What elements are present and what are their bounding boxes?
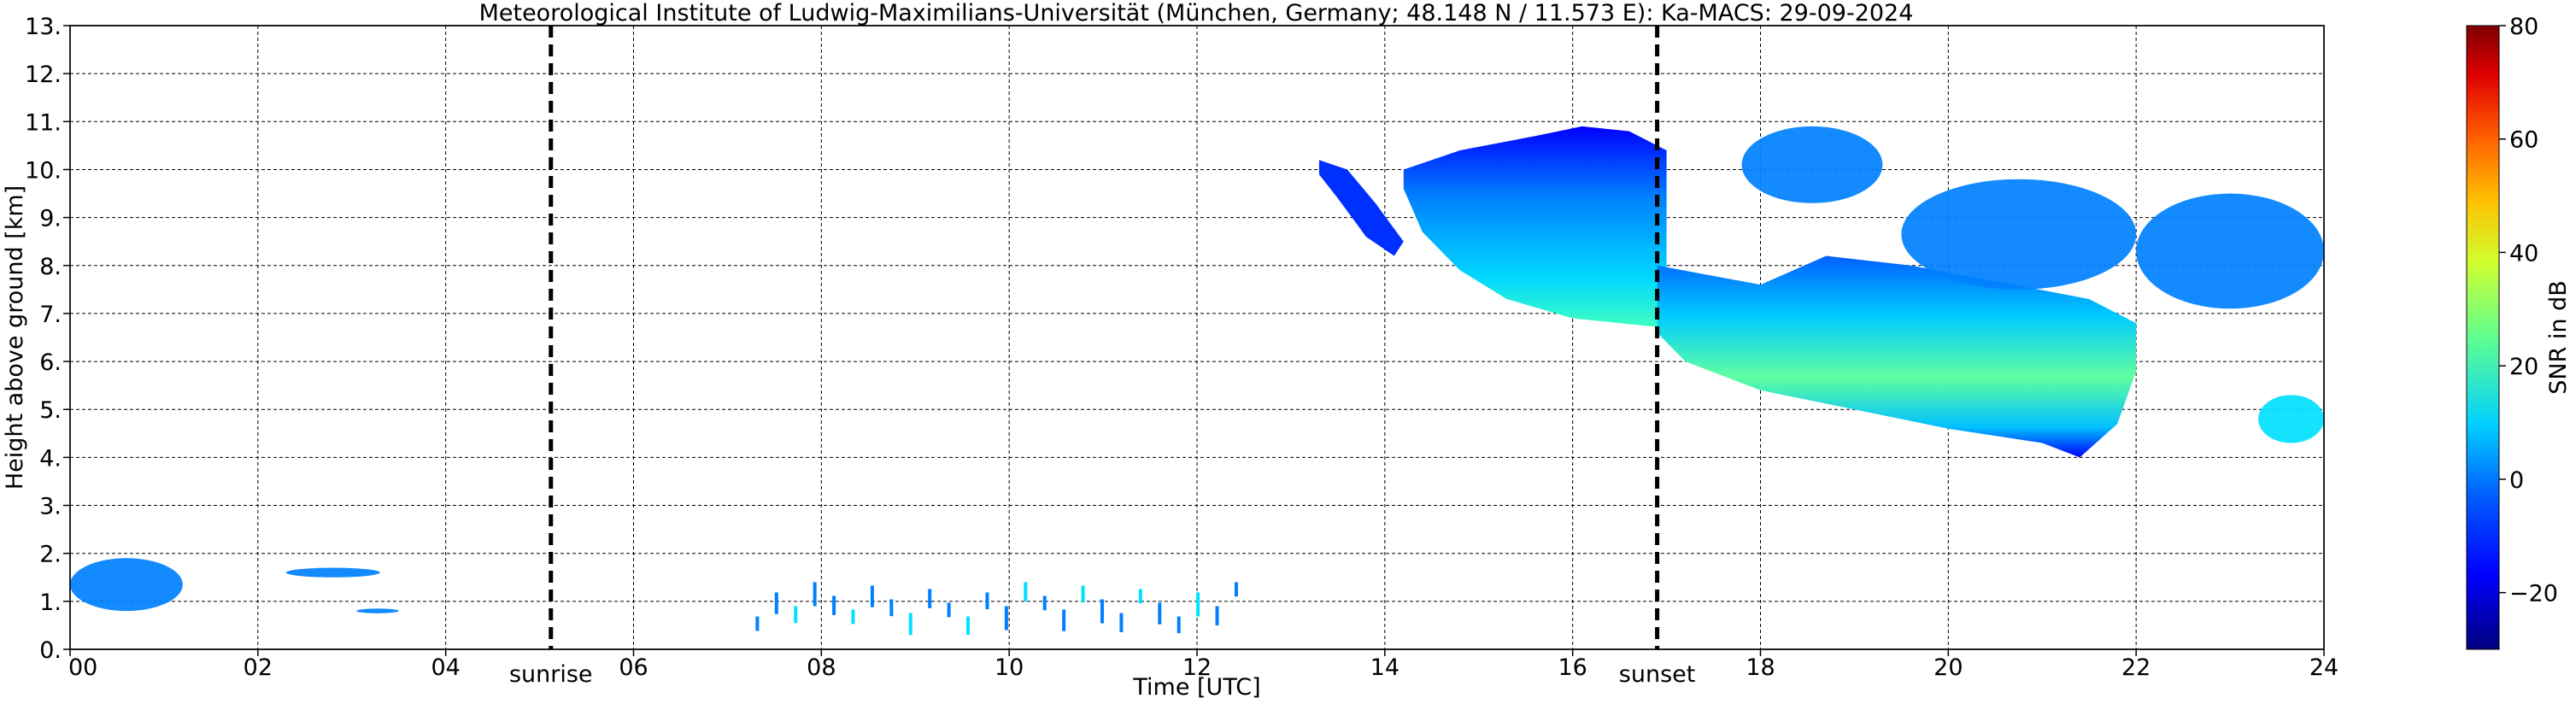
echo-boundary-layer-echoes-fragment <box>1138 589 1142 604</box>
echo-boundary-layer-echoes-fragment <box>794 606 798 624</box>
echo-boundary-layer-echoes-fragment <box>889 599 894 617</box>
colorbar-tick-label: 40 <box>2509 240 2538 267</box>
echo-boundary-layer-echoes-fragment <box>1062 609 1066 631</box>
colorbar: 80 60 40 20 0 −20 SNR in dB <box>2466 14 2572 650</box>
x-tick-label: 08 <box>807 654 836 681</box>
echo-boundary-layer-echoes-fragment <box>813 582 817 607</box>
echo-boundary-layer-echoes-fragment <box>928 589 932 608</box>
y-tick-label: 2. <box>39 542 62 568</box>
y-tick-label: 13. <box>25 14 62 40</box>
x-axis-label: Time [UTC] <box>1132 674 1260 701</box>
echo-boundary-layer-echoes-fragment <box>755 616 760 631</box>
colorbar-tick-label: 0 <box>2509 467 2524 494</box>
echo-boundary-layer-echoes-fragment <box>870 585 874 607</box>
echo-cirrus-13-14 <box>1318 160 1404 256</box>
colorbar-label: SNR in dB <box>2545 280 2572 395</box>
x-tick-label: 12 <box>1182 654 1212 681</box>
echo-boundary-layer-echoes-fragment <box>908 613 912 636</box>
echo-boundary-layer-echoes-fragment <box>1100 599 1105 624</box>
echo-boundary-layer-echoes-fragment <box>966 616 971 636</box>
x-tick-label: 24 <box>2309 654 2338 681</box>
y-tick-label: 12. <box>25 62 62 88</box>
echo-boundary-layer-echoes-fragment <box>1234 582 1238 597</box>
y-tick-label: 7. <box>39 302 62 328</box>
echo-boundary-layer-echoes-fragment <box>1004 606 1008 631</box>
echo-upper-cloud-20-22 <box>1901 179 2137 290</box>
sun-markers: sunrise sunset <box>509 26 1695 688</box>
colorbar-tick-label: −20 <box>2509 581 2558 607</box>
colorbar-tick-label: 20 <box>2509 354 2538 380</box>
echo-low-clutter-early <box>70 558 183 612</box>
sunrise-label: sunrise <box>509 661 593 688</box>
y-tick-label: 4. <box>39 445 62 472</box>
echo-boundary-layer-echoes-fragment <box>947 602 951 618</box>
echo-boundary-layer-echoes-fragment <box>1024 582 1028 601</box>
echo-low-cloud-02-03 <box>285 567 380 578</box>
colorbar-tick-label: 80 <box>2509 14 2538 40</box>
echo-boundary-layer-echoes-fragment <box>851 609 855 625</box>
x-tick-label: 00 <box>68 654 97 681</box>
echo-descending-precip-band <box>1657 255 2137 458</box>
y-tick-label: 1. <box>39 590 62 616</box>
echo-boundary-layer-echoes-fragment <box>1177 616 1181 634</box>
echo-upper-cloud-22-24 <box>2136 193 2324 309</box>
x-tick-label: 18 <box>1746 654 1775 681</box>
y-axis-label: Height above ground [km] <box>2 185 28 490</box>
colorbar-bar <box>2466 25 2500 650</box>
x-tick-label: 10 <box>995 654 1024 681</box>
x-tick-label: 22 <box>2121 654 2151 681</box>
echo-main-ice-cloud <box>1403 126 1667 328</box>
echo-boundary-layer-echoes-fragment <box>1042 595 1047 611</box>
y-tick-label: 5. <box>39 397 62 424</box>
x-tick-label: 06 <box>619 654 648 681</box>
plot-area: sunrise sunset <box>69 25 2325 688</box>
echo-low-cloud-03 <box>356 608 399 613</box>
y-tick-label: 3. <box>39 494 62 520</box>
y-tick-label: 0. <box>39 637 62 664</box>
colorbar-tick-label: 60 <box>2509 127 2538 154</box>
y-tick-label: 6. <box>39 349 62 376</box>
colorbar-ticks: 80 60 40 20 0 −20 <box>2499 14 2558 607</box>
echo-boundary-layer-echoes-fragment <box>1081 585 1085 603</box>
x-axis: 00 02 04 06 08 10 12 14 16 18 20 22 24 <box>68 649 2338 681</box>
chart-title: Meteorological Institute of Ludwig-Maxim… <box>479 0 1914 26</box>
x-tick-label: 04 <box>431 654 460 681</box>
echo-regions <box>70 126 2324 636</box>
echo-boundary-layer-echoes-fragment <box>1196 592 1200 617</box>
echo-boundary-layer-echoes-fragment <box>1215 606 1219 625</box>
echo-boundary-layer-echoes-fragment <box>832 595 836 615</box>
echo-mid-cloud-23-24 <box>2258 395 2324 443</box>
echo-boundary-layer-echoes-fragment <box>1158 602 1162 625</box>
x-tick-label: 16 <box>1558 654 1587 681</box>
echo-boundary-layer-echoes-fragment <box>985 592 989 610</box>
y-tick-label: 8. <box>39 254 62 280</box>
x-tick-label: 02 <box>244 654 273 681</box>
y-axis: 0. 1. 2. 3. 4. 5. 6. 7. 8. 9. 10. 11. 12. 13. <box>25 14 70 664</box>
sunset-label: sunset <box>1619 661 1696 688</box>
y-tick-label: 9. <box>39 206 62 232</box>
echo-upper-cloud-18-19 <box>1741 126 1883 203</box>
y-tick-label: 10. <box>25 157 62 184</box>
echo-boundary-layer-echoes-fragment <box>774 592 778 614</box>
echo-boundary-layer-echoes-fragment <box>1119 613 1124 632</box>
y-tick-label: 11. <box>25 109 62 136</box>
x-tick-label: 20 <box>1933 654 1963 681</box>
x-tick-label: 14 <box>1370 654 1399 681</box>
